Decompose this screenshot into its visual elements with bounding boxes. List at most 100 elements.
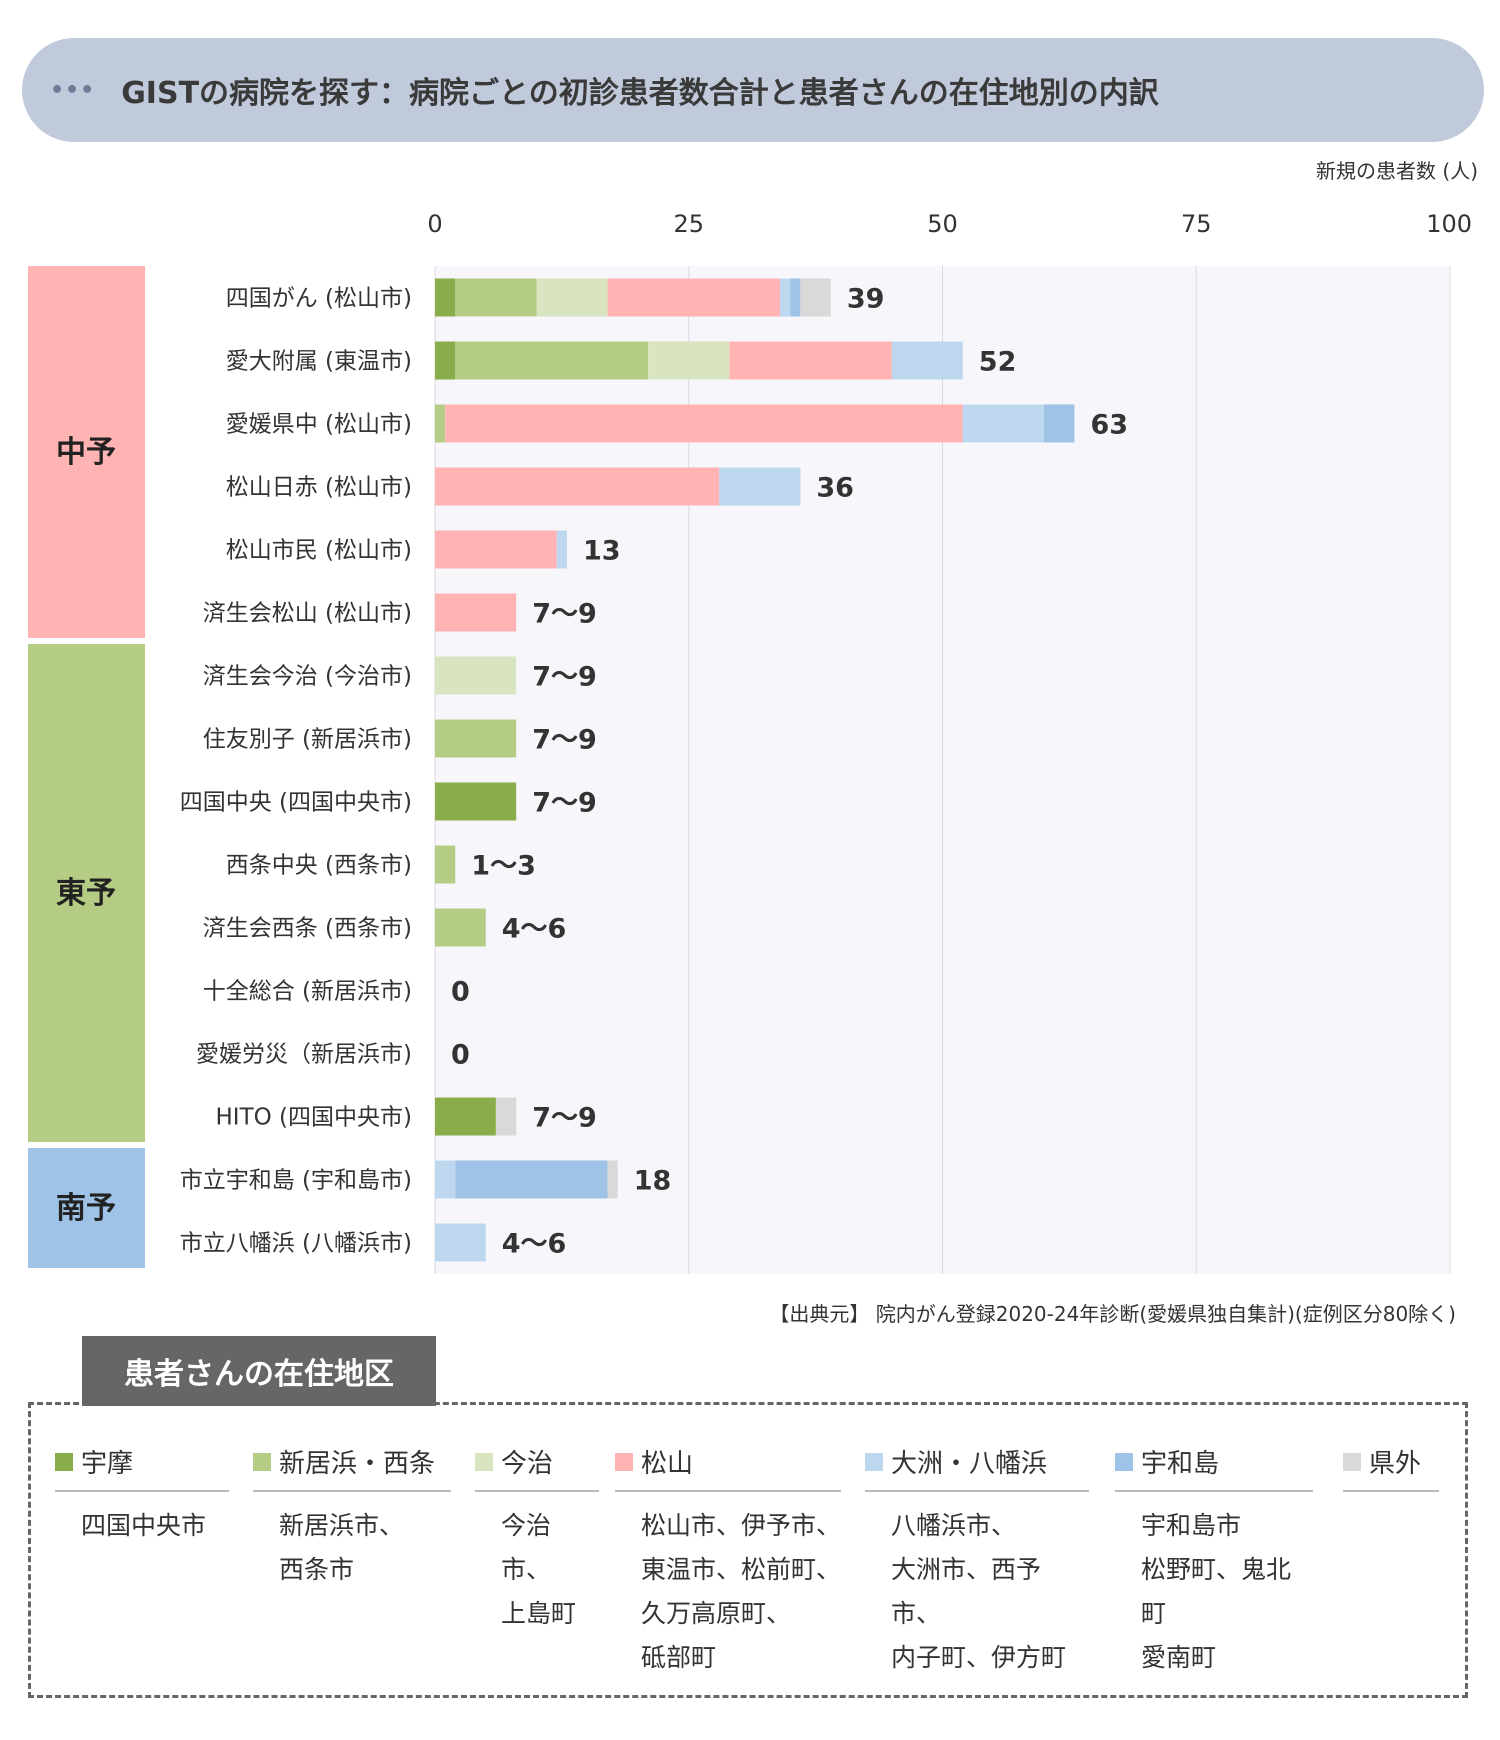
bar-segment-0-0 [435,278,456,317]
hospital-label-13: HITO (四国中央市) [216,1105,413,1131]
legend-areas: 松山市、伊予市、 東温市、松前町、 久万高原町、 砥部町 [641,1511,842,1672]
data-label-3: 36 [816,473,854,504]
bar-segment-6-0 [435,656,517,695]
legend-areas: 新居浜市、 西条市 [279,1511,405,1584]
group-band-2 [28,1148,145,1268]
legend-name: 宇摩 [81,1449,134,1479]
bar-segment-4-1 [556,530,567,569]
tick-label-50: 50 [927,210,958,238]
bar-segment-3-1 [719,467,801,506]
legend-head: 大洲・八幡浜 [865,1443,1089,1492]
data-label-15: 4～6 [502,1229,567,1260]
bar-segment-14-2 [607,1160,618,1199]
legend-item-2: 今治今治市、 上島町 [475,1443,599,1636]
bar-segment-0-2 [536,278,608,317]
legend-item-0: 宇摩 四国中央市 [55,1443,229,1548]
data-label-13: 7～9 [532,1103,597,1134]
legend-head: 県外 [1343,1443,1439,1492]
hospital-label-10: 済生会西条 (西条市) [203,916,412,942]
legend-name: 今治 [501,1449,554,1479]
dots-icon: ••• [50,77,96,103]
legend-swatch [1115,1452,1133,1471]
group-band-0 [28,266,145,638]
legend-swatch [865,1452,883,1471]
group-label-1: 東予 [56,876,116,911]
bar-segment-3-0 [435,467,720,506]
bar-segment-5-0 [435,593,517,632]
hospital-label-6: 済生会今治 (今治市) [203,664,412,690]
page-title: GISTの病院を探す：病院ごとの初診患者数合計と患者さんの在住地別の内訳 [121,76,1159,111]
legend-head: 宇和島 [1115,1443,1313,1492]
bar-segment-0-6 [800,278,831,317]
hospital-label-12: 愛媛労災（新居浜市) [196,1042,412,1068]
bar-segment-0-4 [780,278,791,317]
group-label-2: 南予 [56,1191,116,1226]
legend-name: 大洲・八幡浜 [891,1449,1048,1479]
bar-segment-10-0 [435,908,486,947]
legend-name: 新居浜・西条 [279,1449,436,1479]
data-label-12: 0 [451,1040,470,1071]
tick-label-25: 25 [673,210,704,238]
bar-segment-1-1 [455,341,649,380]
data-label-7: 7～9 [532,725,597,756]
bar-segment-0-1 [455,278,537,317]
bar-segment-1-4 [891,341,963,380]
bar-segment-9-0 [435,845,456,884]
bar-segment-8-0 [435,782,517,821]
legend-swatch [1343,1452,1361,1471]
legend-name: 県外 [1369,1449,1422,1479]
data-label-2: 63 [1090,410,1128,441]
bar-segment-0-5 [790,278,801,317]
legend-item-3: 松山松山市、伊予市、 東温市、松前町、 久万高原町、 砥部町 [615,1443,841,1680]
bar-segment-0-3 [607,278,781,317]
legend-box: 宇摩 四国中央市 新居浜・西条 新居浜市、 西条市 今治 今治市、 上島町 松山 松山市、伊予… [28,1402,1468,1698]
bar-segment-2-1 [445,404,963,443]
legend-item-6: 県外 [1343,1443,1439,1504]
bar-segment-1-3 [729,341,892,380]
bar-segment-2-0 [435,404,446,443]
group-band-1 [28,644,145,1142]
legend-swatch [615,1452,633,1471]
legend-head: 松山 [615,1443,841,1492]
data-label-4: 13 [583,536,621,567]
hospital-label-14: 市立宇和島 (宇和島市) [180,1168,412,1194]
hospital-label-4: 松山市民 (松山市) [226,538,412,564]
legend-swatch [475,1452,493,1471]
hospital-label-7: 住友別子 (新居浜市) [203,727,412,753]
axis-title: 新規の患者数 (人) [1316,159,1478,183]
data-label-9: 1～3 [471,851,536,882]
hospital-label-9: 西条中央 (西条市) [226,853,412,879]
bar-segment-14-0 [435,1160,456,1199]
data-label-0: 39 [847,284,885,315]
data-label-10: 4～6 [502,914,567,945]
data-label-8: 7～9 [532,788,597,819]
bar-segment-14-1 [455,1160,608,1199]
legend-areas: 四国中央市 [81,1511,207,1540]
bar-segment-4-0 [435,530,557,569]
legend-head: 今治 [475,1443,599,1492]
bar-segment-2-3 [1044,404,1075,443]
bar-segment-15-0 [435,1223,486,1262]
legend-head: 宇摩 [55,1443,229,1492]
tick-label-100: 100 [1426,210,1472,238]
legend-areas: 宇和島市 松野町、鬼北町 愛南町 [1141,1511,1292,1672]
data-label-5: 7～9 [532,599,597,630]
bar-segment-1-2 [648,341,730,380]
data-label-6: 7～9 [532,662,597,693]
legend-item-4: 大洲・八幡浜八幡浜市、 大洲市、西予市、 内子町、伊方町 [865,1443,1089,1680]
source-note: 【出典元】 院内がん登録2020-24年診断(愛媛県独自集計)(症例区分80除く… [769,1302,1456,1326]
legend-areas: 今治市、 上島町 [501,1511,577,1628]
legend-item-1: 新居浜・西条新居浜市、 西条市 [253,1443,451,1592]
legend-name: 宇和島 [1141,1449,1220,1479]
legend-title: 患者さんの在住地区 [82,1336,436,1406]
data-label-1: 52 [979,347,1017,378]
legend-swatch [253,1452,271,1471]
hospital-label-3: 松山日赤 (松山市) [226,475,412,501]
data-label-14: 18 [634,1166,672,1197]
bar-segment-7-0 [435,719,517,758]
legend-areas: 八幡浜市、 大洲市、西予市、 内子町、伊方町 [891,1511,1067,1672]
hospital-label-8: 四国中央 (四国中央市) [180,790,412,816]
hospital-label-2: 愛媛県中 (松山市) [226,412,412,438]
hospital-label-0: 四国がん (松山市) [226,286,412,312]
